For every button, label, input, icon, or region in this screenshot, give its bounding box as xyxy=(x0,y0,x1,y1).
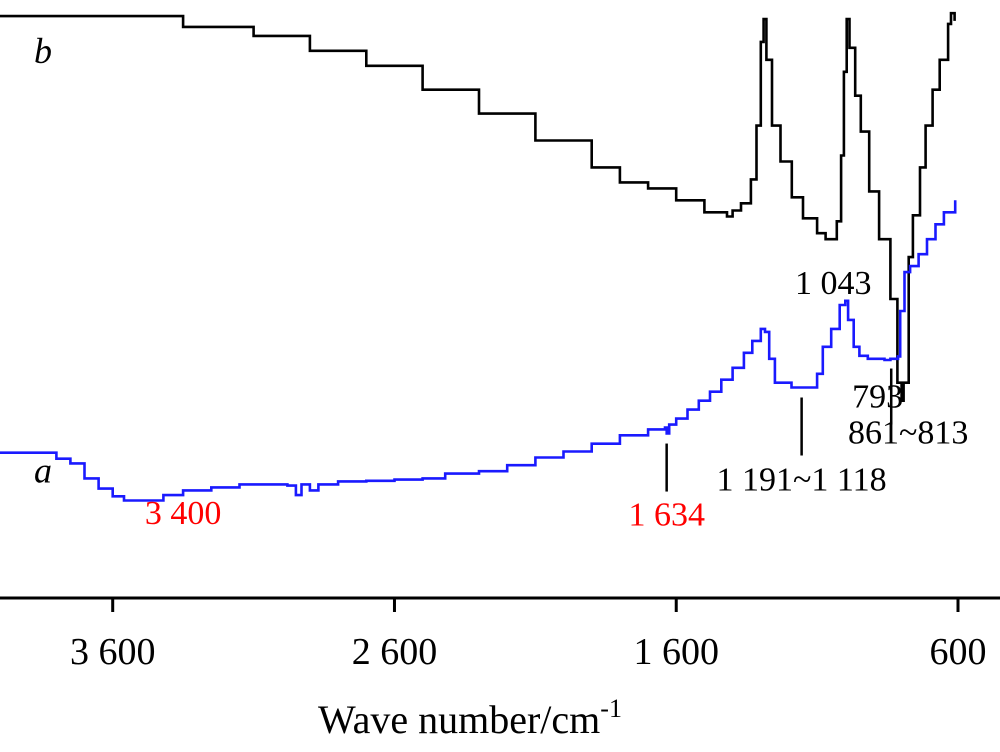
annotation-label: 1 191~1 118 xyxy=(717,462,887,499)
x-axis-title-text: Wave number/cm xyxy=(318,697,600,742)
annotation-label: 793 xyxy=(852,379,903,416)
series-line-a xyxy=(0,200,957,502)
peak-annotations: 1 043 793 3 400 1 634 1 191~1 118 861~813 xyxy=(145,265,969,533)
annotation-label: 861~813 xyxy=(848,415,968,452)
x-tick-label: 3 600 xyxy=(70,631,156,673)
spectrum-curves xyxy=(0,11,957,502)
x-axis-title: Wave number/cm-1 xyxy=(318,694,622,742)
x-tick-label: 2 600 xyxy=(352,631,438,673)
annotation-label: 1 043 xyxy=(795,265,872,302)
curve-label-a: a xyxy=(34,451,52,491)
annotation-label: 1 634 xyxy=(628,497,705,534)
series-line-b xyxy=(0,11,956,402)
x-tick-label: 1 600 xyxy=(633,631,719,673)
x-axis-title-superscript: -1 xyxy=(600,694,622,723)
curve-labels: ba xyxy=(34,31,52,491)
x-axis: 3 600 2 600 1 600 600 Wave number/cm-1 xyxy=(0,596,1000,742)
x-axis-ticks: 3 600 2 600 1 600 600 xyxy=(70,598,987,673)
curve-label-b: b xyxy=(34,31,52,71)
x-tick-label: 600 xyxy=(930,631,987,673)
annotation-label: 3 400 xyxy=(145,495,222,532)
